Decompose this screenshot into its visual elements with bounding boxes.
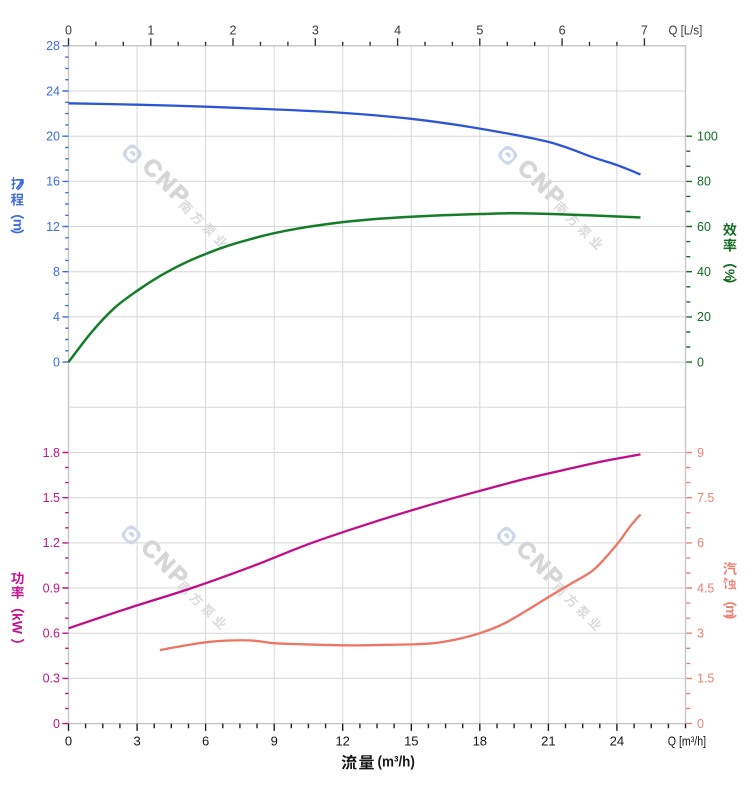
svg-text:12: 12 xyxy=(46,220,60,234)
svg-text:100: 100 xyxy=(697,130,718,144)
svg-text:4: 4 xyxy=(53,310,60,324)
svg-text:0: 0 xyxy=(65,734,72,749)
svg-text:0: 0 xyxy=(53,717,60,731)
svg-text:4: 4 xyxy=(394,24,401,38)
svg-text:12: 12 xyxy=(335,734,349,749)
svg-text:21: 21 xyxy=(541,734,555,749)
svg-text:1.5: 1.5 xyxy=(43,491,60,505)
svg-text:1.8: 1.8 xyxy=(43,446,60,460)
svg-text:6: 6 xyxy=(559,24,566,38)
svg-text:1.2: 1.2 xyxy=(43,536,60,550)
svg-text:0.9: 0.9 xyxy=(43,581,60,595)
svg-text:60: 60 xyxy=(697,220,711,234)
svg-text:%: % xyxy=(722,269,737,281)
svg-text:m: m xyxy=(11,219,27,231)
svg-text:18: 18 xyxy=(473,734,487,749)
svg-text:28: 28 xyxy=(46,39,60,53)
svg-text:24: 24 xyxy=(610,734,624,749)
svg-text:kW: kW xyxy=(10,613,26,635)
svg-text:3: 3 xyxy=(697,627,704,641)
svg-text:20: 20 xyxy=(46,130,60,144)
svg-text:9: 9 xyxy=(271,734,278,749)
svg-text:1.5: 1.5 xyxy=(697,672,714,686)
svg-text:0: 0 xyxy=(65,24,72,38)
svg-text:8: 8 xyxy=(53,265,60,279)
svg-text:6: 6 xyxy=(202,734,209,749)
svg-text:5: 5 xyxy=(476,24,483,38)
svg-text:7.5: 7.5 xyxy=(697,491,714,505)
svg-text:7: 7 xyxy=(641,24,648,38)
svg-text:Q [m³/h]: Q [m³/h] xyxy=(668,735,706,749)
svg-text:0: 0 xyxy=(697,355,704,369)
svg-text:6: 6 xyxy=(697,536,704,550)
svg-text:3: 3 xyxy=(133,734,140,749)
svg-text:20: 20 xyxy=(697,310,711,324)
svg-text:1: 1 xyxy=(147,24,154,38)
svg-text:0: 0 xyxy=(697,717,704,731)
svg-text:15: 15 xyxy=(404,734,418,749)
svg-text:0: 0 xyxy=(53,355,60,369)
svg-text:80: 80 xyxy=(697,175,711,189)
svg-text:0.3: 0.3 xyxy=(43,672,60,686)
svg-text:40: 40 xyxy=(697,265,711,279)
svg-text:4.5: 4.5 xyxy=(697,581,714,595)
svg-text:24: 24 xyxy=(46,84,60,98)
svg-text:0.6: 0.6 xyxy=(43,627,60,641)
svg-text:Q [L/s]: Q [L/s] xyxy=(669,24,703,38)
svg-text:3: 3 xyxy=(312,24,319,38)
svg-text:2: 2 xyxy=(230,24,237,38)
svg-text:9: 9 xyxy=(697,446,704,460)
svg-text:(m³/h): (m³/h) xyxy=(378,754,415,771)
svg-text:m: m xyxy=(723,605,739,617)
svg-text:16: 16 xyxy=(46,175,60,189)
